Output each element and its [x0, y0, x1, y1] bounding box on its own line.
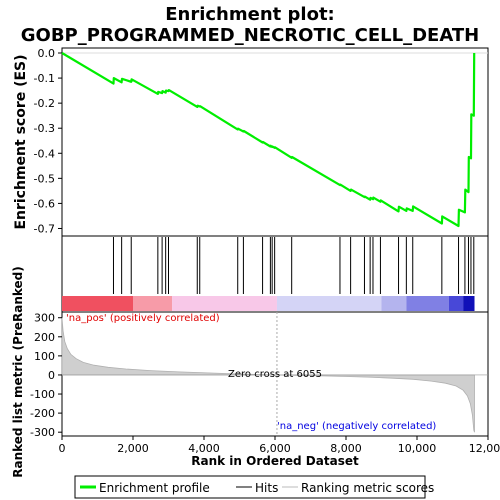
rank-y-tick-label: 300 — [34, 312, 55, 325]
chart-legend: Enrichment profile Hits Ranking metric s… — [75, 476, 434, 498]
hits-panel — [62, 236, 488, 312]
heatmap-segment — [406, 296, 449, 311]
es-y-axis-label: Enrichment score (ES) — [13, 54, 29, 229]
rank-heatmap-bar — [62, 296, 475, 311]
chart-title-line-1: Enrichment plot: — [165, 4, 335, 25]
rank-y-axis-ticks: 300 200 100 0 -100 -200 -300 — [30, 312, 62, 439]
es-y-tick-label: -0.5 — [34, 172, 55, 185]
es-y-tick-label: -0.3 — [34, 122, 55, 135]
heatmap-segment — [382, 296, 407, 311]
rank-x-tick-label: 10,000 — [398, 442, 437, 455]
negative-correlation-label: 'na_neg' (negatively correlated) — [277, 421, 436, 432]
rank-x-tick-label: 12,000 — [469, 442, 500, 455]
es-y-tick-label: -0.4 — [34, 147, 55, 160]
rank-y-tick-label: -200 — [30, 407, 55, 420]
heatmap-segment — [133, 296, 172, 311]
es-y-axis-ticks: 0.0 -0.1 -0.2 -0.3 -0.4 -0.5 -0.6 -0.7 — [34, 47, 62, 235]
chart-title-line-2: GOBP_PROGRAMMED_NECROTIC_CELL_DEATH — [21, 25, 479, 46]
es-y-tick-label: -0.2 — [34, 97, 55, 110]
es-plot-frame — [62, 48, 488, 236]
heatmap-segment — [62, 296, 133, 311]
zero-cross-label: Zero cross at 6055 — [228, 369, 322, 380]
legend-enrichment-profile: Enrichment profile — [99, 481, 210, 495]
heatmap-segment — [463, 296, 474, 311]
rank-y-tick-label: 100 — [34, 350, 55, 363]
es-y-tick-label: -0.6 — [34, 197, 55, 210]
rank-y-tick-label: 0 — [48, 369, 55, 382]
enrichment-score-panel: 0.0 -0.1 -0.2 -0.3 -0.4 -0.5 -0.6 -0.7 Enrichme… — [13, 47, 488, 236]
legend-hits: Hits — [255, 481, 278, 495]
positive-correlation-label: 'na_pos' (positively correlated) — [66, 313, 220, 324]
es-y-tick-label: -0.1 — [34, 72, 55, 85]
es-y-tick-label: -0.7 — [34, 222, 55, 235]
rank-y-axis-label: Ranked list metric (PreRanked) — [11, 266, 25, 478]
heatmap-segment — [449, 296, 463, 311]
rank-x-axis-label: Rank in Ordered Dataset — [191, 454, 359, 468]
rank-x-tick-label: 0 — [59, 442, 66, 455]
rank-y-tick-label: 200 — [34, 331, 55, 344]
rank-y-tick-label: -300 — [30, 426, 55, 439]
rank-x-tick-label: 2,000 — [117, 442, 149, 455]
heatmap-segment — [172, 296, 277, 311]
rank-y-tick-label: -100 — [30, 388, 55, 401]
heatmap-segment — [277, 296, 382, 311]
legend-ranking-metric: Ranking metric scores — [301, 481, 434, 495]
es-y-tick-label: 0.0 — [38, 47, 56, 60]
